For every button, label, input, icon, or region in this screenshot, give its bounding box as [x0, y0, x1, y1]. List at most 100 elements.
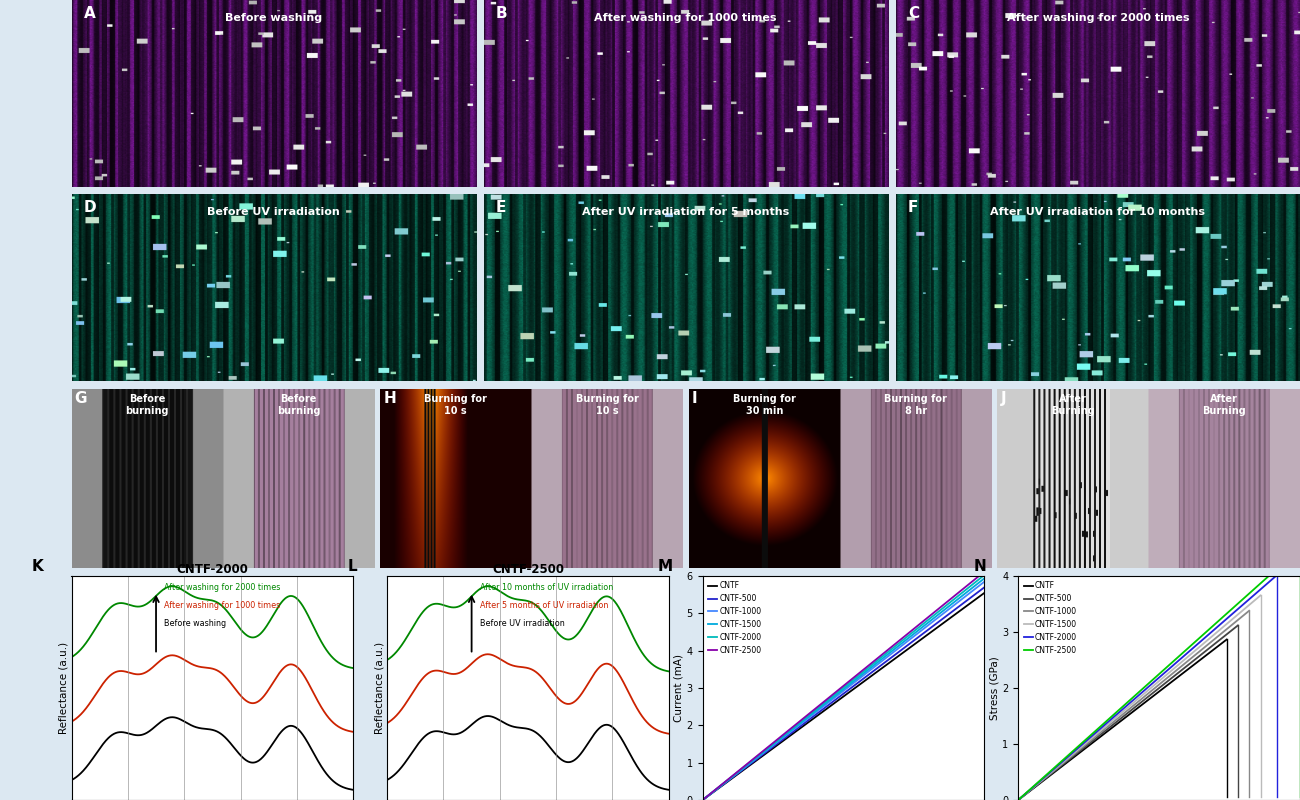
Text: Before UV irradiation: Before UV irradiation — [207, 207, 339, 218]
CNTF-1000 — [1122, 704, 1138, 714]
Text: N: N — [974, 559, 985, 574]
Line: CNTF-1000: CNTF-1000 — [1018, 610, 1249, 800]
CNTF-2000 — [1010, 795, 1026, 800]
Text: After 10 months of UV irradiation: After 10 months of UV irradiation — [480, 582, 614, 592]
CNTF-500 — [712, 782, 728, 792]
CNTF-2500 — [962, 578, 978, 588]
Line: CNTF-2000: CNTF-2000 — [1018, 574, 1278, 800]
CNTF-500 — [1214, 634, 1230, 643]
CNTF-500 — [1216, 633, 1231, 642]
CNTF-2500 — [1010, 795, 1026, 800]
CNTF-500 — [1102, 722, 1118, 732]
CNTF-500 — [1010, 795, 1026, 800]
CNTF — [953, 606, 968, 615]
CNTF-2000 — [747, 754, 763, 763]
Text: A: A — [83, 6, 95, 21]
CNTF-1500 — [962, 585, 978, 594]
Text: After washing for 1000 times: After washing for 1000 times — [594, 13, 777, 23]
Line: CNTF-2500: CNTF-2500 — [1018, 548, 1300, 800]
Line: CNTF-500: CNTF-500 — [1018, 626, 1238, 800]
CNTF-2500 — [712, 782, 728, 791]
Text: After 5 months of UV irradiation: After 5 months of UV irradiation — [480, 601, 608, 610]
CNTF-2500 — [696, 795, 711, 800]
Text: K: K — [32, 559, 44, 574]
Y-axis label: Reflectance (a.u.): Reflectance (a.u.) — [374, 642, 385, 734]
Line: CNTF-1000: CNTF-1000 — [703, 582, 984, 800]
Text: M: M — [658, 559, 672, 574]
Title: CNTF-2500: CNTF-2500 — [491, 563, 564, 576]
Text: Burning for
10 s: Burning for 10 s — [576, 394, 638, 416]
CNTF — [712, 782, 728, 792]
Text: After washing for 1000 times: After washing for 1000 times — [165, 601, 281, 610]
Text: After washing for 2000 times: After washing for 2000 times — [1006, 13, 1190, 23]
CNTF-1500 — [976, 574, 992, 583]
Text: After UV irradiation for 5 months: After UV irradiation for 5 months — [582, 207, 789, 218]
CNTF — [696, 795, 711, 800]
CNTF — [976, 588, 992, 598]
CNTF-2000 — [976, 570, 992, 580]
Text: After washing for 2000 times: After washing for 2000 times — [165, 582, 281, 592]
Text: Before washing: Before washing — [225, 13, 322, 23]
Text: G: G — [74, 390, 87, 406]
CNTF-500 — [953, 601, 968, 610]
CNTF-2000 — [1122, 698, 1138, 708]
CNTF-2500 — [1044, 765, 1060, 774]
Line: CNTF: CNTF — [1018, 640, 1227, 800]
CNTF-2000 — [706, 786, 722, 796]
CNTF-2500 — [1216, 612, 1231, 622]
CNTF-2000 — [1188, 641, 1204, 650]
Line: CNTF-2000: CNTF-2000 — [703, 575, 984, 800]
CNTF-2000 — [1102, 715, 1118, 725]
CNTF-2500 — [1102, 713, 1118, 722]
Line: CNTF-1500: CNTF-1500 — [1018, 595, 1261, 800]
CNTF-500 — [706, 786, 722, 796]
CNTF-500 — [770, 738, 785, 748]
CNTF-1000 — [706, 786, 722, 796]
CNTF-2500 — [747, 753, 763, 762]
Legend: CNTF, CNTF-500, CNTF-1000, CNTF-1500, CNTF-2000, CNTF-2500: CNTF, CNTF-500, CNTF-1000, CNTF-1500, CN… — [706, 580, 763, 656]
CNTF-1500 — [706, 786, 722, 796]
Y-axis label: Reflectance (a.u.): Reflectance (a.u.) — [58, 642, 69, 734]
Text: J: J — [1001, 390, 1006, 406]
CNTF-1000 — [1214, 629, 1230, 638]
CNTF — [1102, 725, 1118, 734]
CNTF — [962, 598, 978, 608]
CNTF-2000 — [1216, 617, 1231, 626]
Text: Before
burning: Before burning — [277, 394, 320, 416]
CNTF-1500 — [1214, 623, 1230, 633]
CNTF-1000 — [747, 754, 763, 764]
Text: After
Burning: After Burning — [1202, 394, 1247, 416]
CNTF-1500 — [1010, 795, 1026, 800]
CNTF-2500 — [706, 786, 722, 796]
Text: E: E — [495, 200, 506, 215]
CNTF-1500 — [1188, 646, 1204, 655]
Text: Before washing: Before washing — [165, 618, 226, 628]
Text: Burning for
10 s: Burning for 10 s — [424, 394, 488, 416]
CNTF-500 — [747, 756, 763, 766]
CNTF-500 — [976, 582, 992, 592]
Text: C: C — [907, 6, 919, 21]
CNTF-1000 — [1010, 795, 1026, 800]
CNTF — [1010, 795, 1026, 800]
CNTF-2000 — [712, 782, 728, 791]
Line: CNTF-500: CNTF-500 — [703, 587, 984, 800]
CNTF-1000 — [696, 795, 711, 800]
CNTF-1000 — [953, 595, 968, 605]
Text: Burning for
8 hr: Burning for 8 hr — [884, 394, 948, 416]
Text: Burning for
30 min: Burning for 30 min — [733, 394, 796, 416]
CNTF-1000 — [1188, 650, 1204, 659]
CNTF-1000 — [962, 588, 978, 598]
Y-axis label: Stress (GPa): Stress (GPa) — [989, 656, 1000, 720]
CNTF-2000 — [1214, 618, 1230, 628]
CNTF-1500 — [953, 593, 968, 602]
Line: CNTF-2500: CNTF-2500 — [703, 571, 984, 800]
CNTF-1500 — [747, 754, 763, 763]
CNTF-2500 — [976, 566, 992, 576]
CNTF-1000 — [712, 782, 728, 792]
CNTF-1000 — [1216, 627, 1231, 637]
Text: Before
burning: Before burning — [125, 394, 169, 416]
CNTF-1500 — [712, 782, 728, 791]
CNTF-500 — [1188, 654, 1204, 664]
CNTF-2500 — [953, 586, 968, 596]
CNTF — [1214, 638, 1230, 648]
